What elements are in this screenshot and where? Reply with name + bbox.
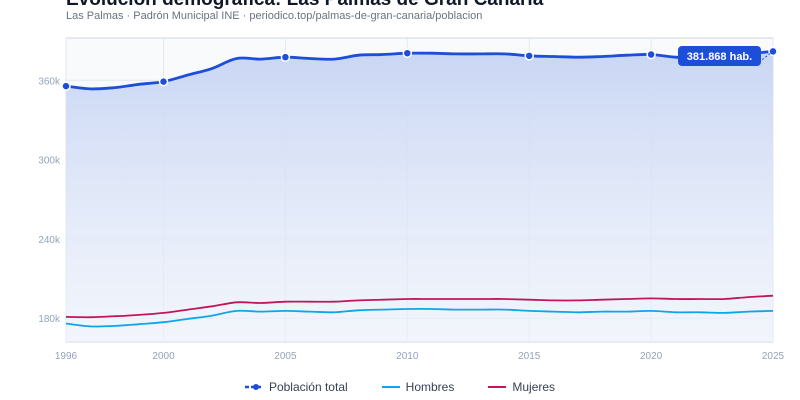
legend-swatch-total	[244, 384, 263, 390]
data-point-total	[524, 51, 534, 61]
area-poblacion-total	[66, 51, 773, 343]
data-point-total	[646, 49, 656, 60]
legend-item-hombres[interactable]: Hombres	[381, 380, 455, 394]
x-tick-label: 2000	[152, 351, 175, 362]
y-tick-label: 360k	[38, 76, 61, 87]
data-point-total	[402, 48, 413, 58]
legend-item-total[interactable]: Población total	[244, 380, 348, 394]
y-tick-label: 240k	[38, 235, 61, 246]
data-point-total	[280, 52, 291, 62]
tooltip-label: 381.868 hab.	[687, 51, 752, 63]
legend-label-total: Población total	[268, 380, 348, 394]
legend-swatch-mujeres	[488, 386, 507, 388]
legend-swatch-hombres	[381, 386, 400, 388]
series-line-mujeres	[65, 294, 774, 319]
series-line-hombres	[65, 307, 774, 328]
y-tick-label: 180k	[38, 314, 61, 325]
tooltip-pointer	[758, 50, 774, 63]
tooltip-box	[678, 46, 761, 66]
x-tick-label: 2020	[640, 351, 663, 362]
data-point-total	[158, 76, 169, 87]
legend-item-mujeres[interactable]: Mujeres	[488, 380, 555, 394]
x-tick-label: 2025	[762, 351, 785, 362]
x-tick-label: 2005	[274, 351, 297, 362]
x-tick-label: 2015	[518, 351, 541, 362]
data-point-total	[61, 81, 71, 91]
legend-label-mujeres: Mujeres	[512, 380, 556, 394]
x-tick-label: 1996	[55, 351, 78, 362]
chart-legend: Población total Hombres Mujeres	[0, 380, 800, 394]
chart-title: Evolución demográfica: Las Palmas de Gra…	[66, 0, 543, 11]
legend-label-hombres: Hombres	[405, 380, 455, 394]
y-tick-label: 300k	[38, 156, 61, 167]
x-tick-label: 2010	[396, 351, 419, 362]
chart-subtitle: Las Palmas · Padrón Municipal INE · peri…	[66, 10, 483, 22]
